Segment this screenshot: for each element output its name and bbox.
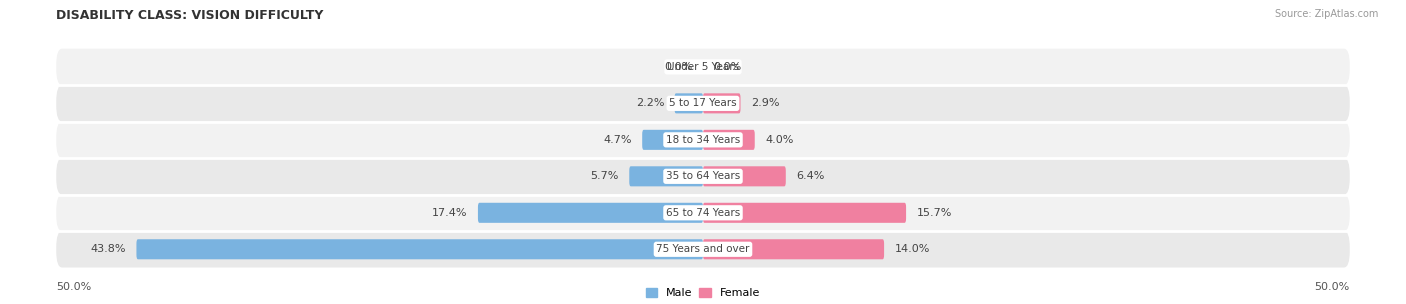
Text: 5.7%: 5.7% — [591, 171, 619, 181]
Text: 2.9%: 2.9% — [751, 98, 779, 108]
FancyBboxPatch shape — [56, 158, 1350, 195]
Text: 0.0%: 0.0% — [713, 62, 741, 72]
FancyBboxPatch shape — [703, 130, 755, 150]
FancyBboxPatch shape — [703, 203, 905, 223]
Text: 14.0%: 14.0% — [894, 244, 929, 254]
Text: Under 5 Years: Under 5 Years — [666, 62, 740, 72]
Text: 43.8%: 43.8% — [90, 244, 127, 254]
Legend: Male, Female: Male, Female — [647, 288, 759, 299]
Text: 6.4%: 6.4% — [796, 171, 824, 181]
FancyBboxPatch shape — [56, 49, 1350, 85]
Text: Source: ZipAtlas.com: Source: ZipAtlas.com — [1274, 9, 1378, 19]
Text: 50.0%: 50.0% — [1315, 282, 1350, 292]
FancyBboxPatch shape — [643, 130, 703, 150]
Text: 18 to 34 Years: 18 to 34 Years — [666, 135, 740, 145]
Text: 0.0%: 0.0% — [665, 62, 693, 72]
Text: 50.0%: 50.0% — [56, 282, 91, 292]
Text: 17.4%: 17.4% — [432, 208, 468, 218]
FancyBboxPatch shape — [675, 93, 703, 113]
FancyBboxPatch shape — [136, 239, 703, 259]
FancyBboxPatch shape — [703, 239, 884, 259]
Text: 75 Years and over: 75 Years and over — [657, 244, 749, 254]
FancyBboxPatch shape — [478, 203, 703, 223]
Text: 35 to 64 Years: 35 to 64 Years — [666, 171, 740, 181]
FancyBboxPatch shape — [703, 93, 741, 113]
Text: 5 to 17 Years: 5 to 17 Years — [669, 98, 737, 108]
FancyBboxPatch shape — [703, 166, 786, 186]
Text: DISABILITY CLASS: VISION DIFFICULTY: DISABILITY CLASS: VISION DIFFICULTY — [56, 9, 323, 22]
Text: 15.7%: 15.7% — [917, 208, 952, 218]
FancyBboxPatch shape — [56, 231, 1350, 268]
Text: 4.0%: 4.0% — [765, 135, 793, 145]
Text: 4.7%: 4.7% — [603, 135, 631, 145]
FancyBboxPatch shape — [56, 122, 1350, 158]
FancyBboxPatch shape — [56, 195, 1350, 231]
Text: 65 to 74 Years: 65 to 74 Years — [666, 208, 740, 218]
FancyBboxPatch shape — [630, 166, 703, 186]
FancyBboxPatch shape — [56, 85, 1350, 122]
Text: 2.2%: 2.2% — [636, 98, 664, 108]
